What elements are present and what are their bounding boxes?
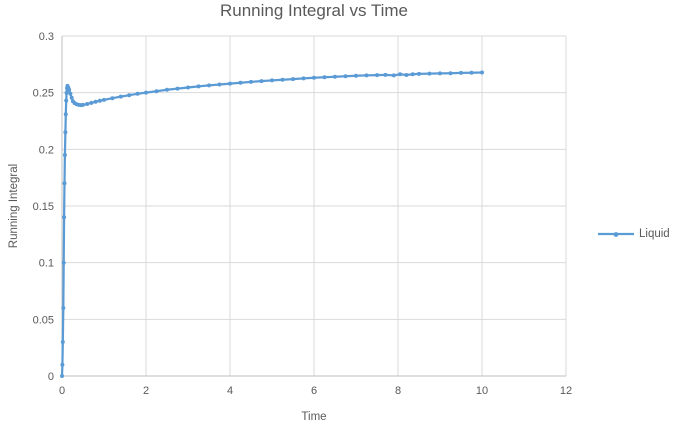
series-point	[69, 95, 74, 100]
series-point	[398, 72, 403, 77]
series-point	[448, 71, 453, 76]
series-point	[207, 83, 211, 88]
legend-series-label: Liquid	[639, 228, 670, 240]
series-point	[459, 70, 463, 75]
series-point	[391, 73, 396, 78]
series-point	[63, 112, 68, 117]
series-point	[301, 76, 306, 81]
series-point	[61, 260, 66, 265]
series-point	[102, 97, 106, 102]
series-point	[62, 181, 67, 186]
series-point	[354, 73, 358, 78]
y-tick-label: 0.15	[33, 201, 54, 213]
series-point	[480, 70, 484, 75]
series-point	[144, 90, 148, 95]
series-point	[97, 98, 102, 103]
x-tick-label: 12	[560, 385, 572, 397]
series-point	[469, 70, 474, 75]
series-point	[118, 94, 123, 99]
series-point	[383, 72, 388, 77]
series-point	[438, 71, 442, 76]
x-tick-label: 10	[476, 385, 488, 397]
series-point	[343, 74, 348, 79]
series-point	[186, 85, 190, 90]
y-tick-label: 0	[48, 371, 54, 383]
series-point	[364, 73, 369, 78]
series-point	[60, 374, 64, 378]
series-point	[63, 130, 68, 135]
series-point	[64, 98, 69, 103]
y-tick-label: 0.2	[39, 144, 54, 156]
series-point	[89, 100, 94, 105]
legend: Liquid	[598, 228, 670, 240]
series-point	[154, 89, 159, 94]
chart-title: Running Integral vs Time	[219, 1, 409, 20]
series-point	[228, 81, 232, 86]
series-point	[60, 362, 65, 367]
series-point	[175, 86, 180, 91]
y-tick-label: 0.25	[33, 88, 54, 100]
series-point	[60, 340, 65, 344]
x-tick-label: 4	[227, 385, 233, 397]
y-tick-label: 0.3	[39, 31, 54, 43]
series-point	[127, 93, 132, 98]
x-tick-label: 0	[59, 385, 65, 397]
series-point	[410, 72, 415, 77]
series-point	[322, 75, 327, 80]
series-point	[312, 75, 316, 80]
series-point	[280, 77, 285, 82]
legend-line-marker-icon	[598, 232, 634, 237]
series-point	[404, 73, 409, 77]
series-point	[62, 215, 67, 220]
series-point	[62, 153, 67, 157]
series-point	[217, 82, 222, 87]
series-point	[68, 91, 73, 96]
series-point	[165, 87, 169, 92]
series-point	[291, 77, 295, 82]
series-point	[259, 79, 264, 84]
x-tick-label: 8	[395, 385, 401, 397]
series-point	[81, 102, 85, 107]
series-point	[417, 71, 421, 76]
series-point	[93, 99, 98, 104]
series-point	[67, 87, 72, 92]
y-tick-label: 0.05	[33, 314, 54, 326]
x-axis-title: Time	[301, 411, 327, 423]
series-point	[270, 78, 274, 83]
series-point	[333, 74, 337, 79]
series-point	[238, 80, 243, 85]
series-point	[85, 102, 90, 106]
x-tick-label: 2	[143, 385, 149, 397]
series-point	[135, 91, 140, 96]
x-tick-label: 6	[311, 385, 317, 397]
series-point	[249, 79, 253, 84]
series-point	[375, 73, 379, 78]
y-tick-label: 0.1	[39, 258, 54, 270]
series-point	[196, 84, 201, 89]
series-line-liquid	[60, 71, 484, 378]
series-point	[61, 306, 66, 310]
series-point	[64, 90, 69, 95]
series-point	[427, 71, 432, 76]
series-point	[110, 96, 115, 101]
